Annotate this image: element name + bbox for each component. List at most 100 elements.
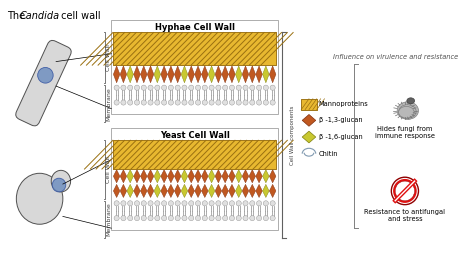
Circle shape [263,100,268,105]
Circle shape [114,201,119,206]
Ellipse shape [16,173,63,224]
Polygon shape [181,170,188,183]
Polygon shape [154,170,161,183]
Circle shape [121,100,126,105]
Circle shape [175,100,180,105]
Polygon shape [120,184,127,198]
Circle shape [209,100,214,105]
Circle shape [189,85,194,90]
Bar [113,32,276,65]
Polygon shape [147,170,154,183]
Circle shape [202,201,208,206]
Circle shape [162,85,167,90]
Polygon shape [249,184,255,198]
Polygon shape [161,170,167,183]
Circle shape [209,85,214,90]
Circle shape [223,216,228,221]
Polygon shape [215,184,222,198]
Text: Resistance to antifungal
and stress: Resistance to antifungal and stress [365,209,446,222]
Polygon shape [256,170,262,183]
Circle shape [270,216,275,221]
Circle shape [182,216,187,221]
Text: Mannoproteins: Mannoproteins [319,101,368,107]
Circle shape [270,201,275,206]
Polygon shape [195,170,201,183]
Polygon shape [201,184,208,198]
Circle shape [243,100,248,105]
Polygon shape [120,66,127,83]
Circle shape [270,85,275,90]
Text: Influence on virulence and resistance: Influence on virulence and resistance [333,54,458,60]
Circle shape [168,216,173,221]
Polygon shape [127,170,134,183]
Polygon shape [161,66,167,83]
FancyBboxPatch shape [16,40,71,126]
Circle shape [114,85,119,90]
Circle shape [162,201,167,206]
Circle shape [216,85,221,90]
Circle shape [148,216,153,221]
Polygon shape [147,184,154,198]
Polygon shape [222,184,228,198]
Polygon shape [168,66,174,83]
Circle shape [236,100,241,105]
Circle shape [263,85,268,90]
Circle shape [256,100,262,105]
Text: Hyphae Cell Wall: Hyphae Cell Wall [155,23,235,32]
Circle shape [216,216,221,221]
Polygon shape [269,66,276,83]
Circle shape [155,85,160,90]
Circle shape [128,201,133,206]
Circle shape [392,177,419,205]
Polygon shape [263,184,269,198]
Circle shape [162,216,167,221]
Circle shape [121,85,126,90]
Polygon shape [140,184,147,198]
Circle shape [141,216,146,221]
Circle shape [135,201,139,206]
Polygon shape [174,66,181,83]
Circle shape [141,85,146,90]
Polygon shape [127,66,134,83]
Bar [111,128,278,230]
Circle shape [202,85,208,90]
Circle shape [229,85,235,90]
Polygon shape [236,170,242,183]
Ellipse shape [51,170,71,192]
Circle shape [182,100,187,105]
Text: Cell Wall components: Cell Wall components [290,105,295,165]
Circle shape [229,100,235,105]
Circle shape [168,201,173,206]
Polygon shape [263,170,269,183]
Circle shape [189,216,194,221]
Circle shape [182,85,187,90]
Polygon shape [256,66,262,83]
Circle shape [155,201,160,206]
Polygon shape [147,66,154,83]
Circle shape [229,201,235,206]
Polygon shape [242,170,249,183]
Circle shape [195,100,201,105]
Polygon shape [209,184,215,198]
Polygon shape [222,66,228,83]
Polygon shape [228,184,235,198]
Circle shape [216,100,221,105]
Polygon shape [228,66,235,83]
Text: Chitin: Chitin [319,151,338,157]
Ellipse shape [52,178,66,192]
Circle shape [135,216,139,221]
Text: Yeast Cell Wall: Yeast Cell Wall [160,131,229,140]
Ellipse shape [397,102,419,119]
Polygon shape [174,170,181,183]
Polygon shape [242,184,249,198]
Circle shape [250,216,255,221]
Polygon shape [120,170,127,183]
Circle shape [263,201,268,206]
Polygon shape [134,184,140,198]
Circle shape [223,85,228,90]
Circle shape [195,85,201,90]
Polygon shape [140,66,147,83]
Circle shape [175,201,180,206]
Circle shape [189,201,194,206]
Circle shape [121,216,126,221]
